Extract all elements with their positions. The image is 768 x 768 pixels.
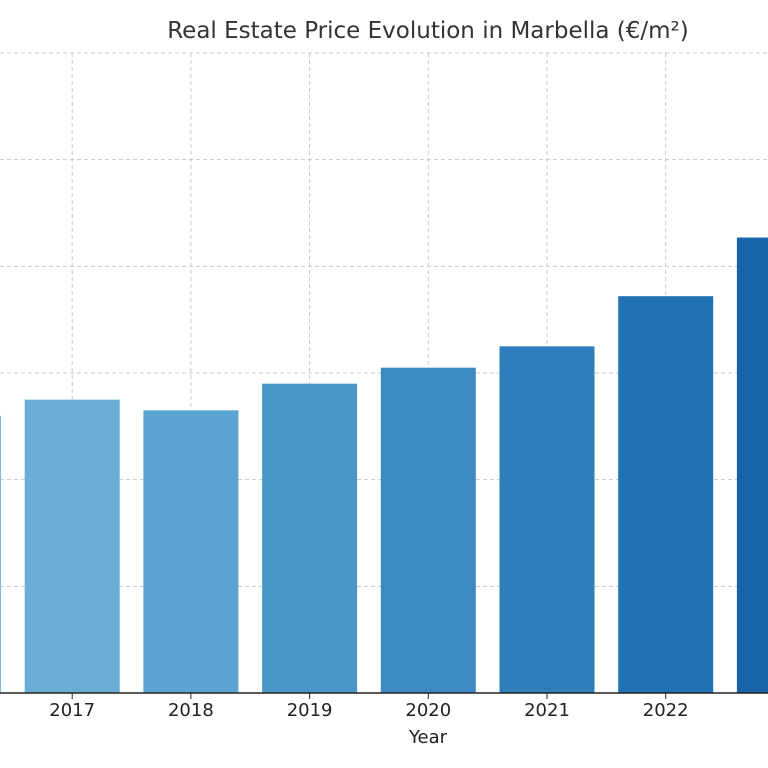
- bar-2019: [262, 383, 358, 693]
- bar-2023: [736, 237, 768, 694]
- bar-2017: [24, 399, 120, 693]
- bars: [0, 237, 768, 694]
- x-axis-label: Year: [408, 727, 448, 748]
- x-tick-label: 2019: [287, 700, 333, 721]
- x-tick-label: 2018: [168, 700, 214, 721]
- x-tick-label: 2020: [405, 700, 451, 721]
- x-tick-label: 2021: [524, 700, 570, 721]
- bar-2018: [143, 410, 239, 693]
- x-ticks: 2017201820192020202120222: [49, 693, 689, 721]
- bar-2020: [380, 367, 476, 693]
- x-tick-label: 2017: [49, 700, 95, 721]
- x-tick-label: 2022: [643, 700, 689, 721]
- bar-2022: [618, 296, 714, 693]
- bar-2021: [499, 346, 595, 693]
- chart-title: Real Estate Price Evolution in Marbella …: [167, 18, 689, 44]
- bar-2016: [0, 415, 1, 693]
